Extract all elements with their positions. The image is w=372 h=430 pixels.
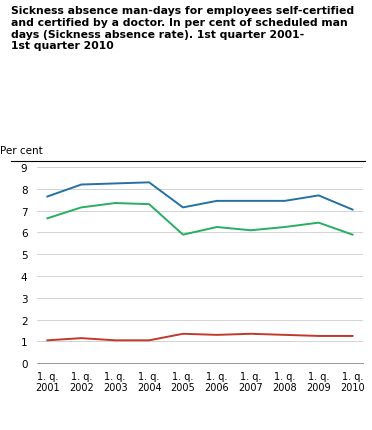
Text: Sickness absence man-days for employees self-certified
and certified by a doctor: Sickness absence man-days for employees …	[11, 6, 354, 51]
Text: Per cent: Per cent	[0, 146, 42, 156]
Legend: Self-certified, Doctor-certified, Total: Self-certified, Doctor-certified, Total	[62, 425, 338, 430]
